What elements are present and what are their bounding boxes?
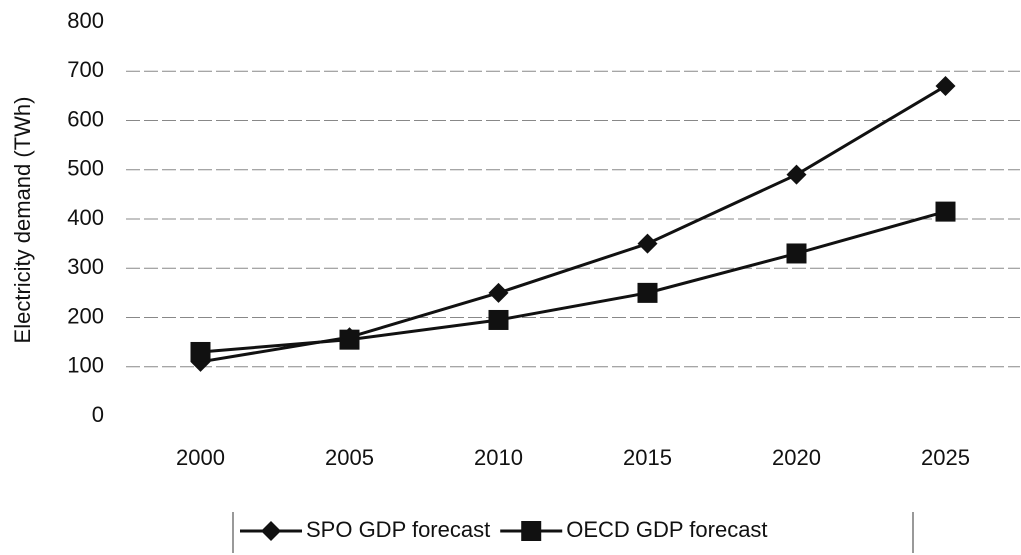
series-line [200,84,947,364]
y-tick-label: 600 [67,106,104,131]
marker [786,243,807,264]
x-tick-label: 2010 [474,445,523,470]
x-tick-label: 2020 [772,445,821,470]
y-tick-label: 200 [67,303,104,328]
marker [935,76,956,97]
marker [935,201,956,222]
marker [488,282,509,303]
legend-label: SPO GDP forecast [306,517,490,542]
x-tick-label: 2005 [325,445,374,470]
y-axis-label: Electricity demand (TWh) [10,97,35,344]
legend-marker [521,521,542,541]
x-tick-label: 2000 [176,445,225,470]
y-tick-label: 100 [67,353,104,378]
x-tick-label: 2025 [921,445,970,470]
marker [786,164,807,185]
marker [637,233,658,254]
y-tick-label: 700 [67,57,104,82]
marker [637,282,658,303]
legend-marker [261,521,281,541]
legend-label: OECD GDP forecast [566,517,767,542]
marker [488,309,509,330]
y-tick-label: 400 [67,205,104,230]
y-tick-label: 300 [67,254,104,279]
y-tick-label: 800 [67,8,104,33]
marker [339,329,360,350]
x-tick-label: 2015 [623,445,672,470]
marker [190,341,211,362]
y-tick-label: 0 [92,402,104,427]
y-tick-label: 500 [67,156,104,181]
series-line [200,210,946,354]
